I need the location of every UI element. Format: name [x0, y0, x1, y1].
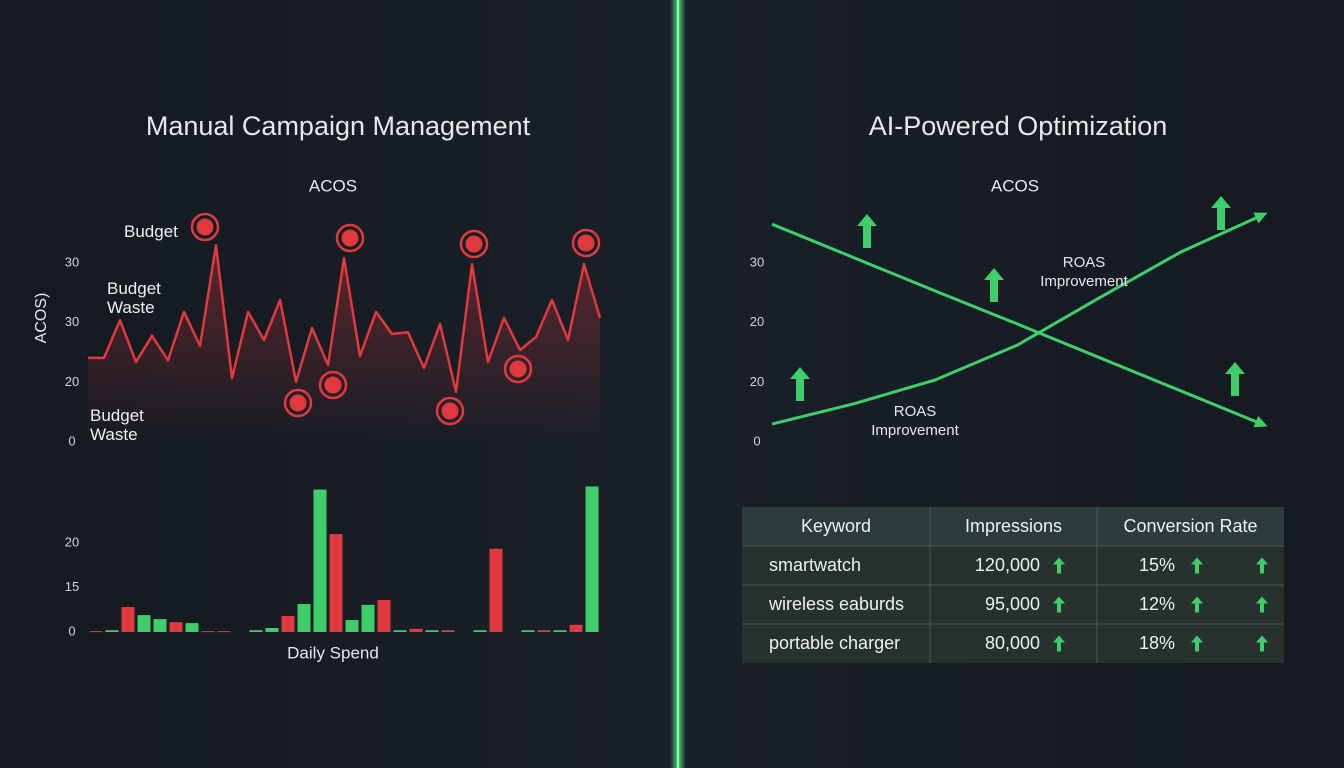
- table-cell: 18%: [1138, 633, 1175, 653]
- y-tick-label: 0: [753, 433, 760, 448]
- up-arrows: [790, 196, 1245, 401]
- bar: [441, 630, 455, 632]
- arrow-head: [1253, 415, 1268, 428]
- bar: [393, 630, 407, 632]
- bar: [201, 631, 215, 633]
- bar: [249, 630, 263, 632]
- bar: [169, 622, 183, 632]
- table-header-bg: [742, 507, 1284, 546]
- chart-title: ACOS: [309, 176, 357, 195]
- up-arrow-icon: [1053, 596, 1065, 613]
- table-cell: wireless eaburds: [769, 594, 905, 614]
- bar: [409, 628, 423, 632]
- annotation: ROAS Improvement: [871, 403, 959, 439]
- annotation: Budget Waste: [107, 279, 161, 317]
- table-header: Keyword: [800, 516, 872, 536]
- line: [771, 213, 1263, 426]
- y-tick-label: 15: [65, 579, 79, 594]
- y-tick-label: 0: [68, 623, 75, 638]
- bar: [281, 615, 295, 632]
- right-title: AI-Powered Optimization: [869, 111, 1168, 141]
- up-arrow-icon: [1256, 596, 1268, 613]
- y-tick-label: 30: [65, 254, 79, 269]
- bar: [377, 599, 391, 632]
- up-arrow-icon: [1256, 557, 1268, 574]
- bar: [217, 631, 231, 633]
- divider: [677, 0, 679, 768]
- table-cell: 95,000: [984, 594, 1040, 614]
- line: [88, 243, 602, 394]
- bar: [473, 630, 487, 632]
- marker: [571, 228, 601, 258]
- bar: [297, 603, 311, 632]
- marker: [190, 212, 220, 242]
- up-arrow-icon: [1191, 596, 1203, 613]
- up-arrow: [790, 367, 810, 401]
- bar: [361, 604, 375, 632]
- up-arrow-icon: [1256, 635, 1268, 652]
- y-tick-label: 20: [65, 534, 79, 549]
- bar: [329, 534, 343, 632]
- table-header: Impressions: [964, 516, 1063, 536]
- bar: [121, 607, 135, 632]
- table-cell: 80,000: [984, 633, 1040, 653]
- arrow-head: [1253, 212, 1268, 224]
- y-axis-label: ACOS): [33, 293, 50, 344]
- y-tick-label: 20: [750, 314, 764, 329]
- y-tick-label: 30: [750, 254, 764, 269]
- marker: [335, 223, 365, 253]
- bar: [585, 486, 599, 632]
- bar: [489, 548, 503, 632]
- bar: [553, 630, 567, 632]
- table-cell: 15%: [1138, 555, 1175, 575]
- bar: [521, 630, 535, 632]
- bar: [345, 619, 359, 632]
- bar: [265, 627, 279, 632]
- up-arrow-icon: [1191, 635, 1203, 652]
- table-cell: portable charger: [769, 633, 901, 653]
- marker: [459, 229, 489, 259]
- bar: [89, 631, 103, 633]
- x-axis-label: Daily Spend: [287, 643, 379, 662]
- table-header: Conversion Rate: [1123, 516, 1258, 536]
- left-title: Manual Campaign Management: [146, 111, 531, 141]
- up-arrow: [984, 268, 1004, 302]
- y-tick-label: 20: [750, 374, 764, 389]
- up-arrow-icon: [1053, 557, 1065, 574]
- table-cell: 120,000: [974, 555, 1040, 575]
- table-cell: 12%: [1138, 594, 1175, 614]
- annotation: Budget Waste: [90, 406, 144, 444]
- marker: [283, 388, 313, 418]
- bar: [185, 623, 199, 632]
- y-tick-label: 30: [65, 314, 79, 329]
- bar: [105, 630, 119, 632]
- y-tick-label: 0: [68, 433, 75, 448]
- area: [88, 245, 600, 442]
- up-arrow: [857, 214, 877, 248]
- bar: [313, 489, 327, 632]
- marker: [435, 396, 465, 426]
- up-arrow-icon: [1191, 557, 1203, 574]
- up-arrow: [1211, 196, 1231, 230]
- up-arrow: [1225, 362, 1245, 396]
- bar: [425, 630, 439, 632]
- chart-title: ACOS: [991, 176, 1039, 195]
- highlight-markers: [190, 212, 601, 426]
- bar: [137, 615, 151, 632]
- marker: [318, 370, 348, 400]
- bar: [153, 619, 167, 632]
- table-cell: smartwatch: [769, 555, 862, 575]
- line: [771, 222, 1263, 426]
- up-arrow-icon: [1053, 635, 1065, 652]
- bar: [569, 624, 583, 632]
- table-body-bg: [742, 546, 1284, 663]
- annotation: Budget: [124, 222, 178, 241]
- y-tick-label: 20: [65, 374, 79, 389]
- bar: [537, 630, 551, 632]
- annotation: ROAS Improvement: [1040, 254, 1128, 290]
- marker: [503, 354, 533, 384]
